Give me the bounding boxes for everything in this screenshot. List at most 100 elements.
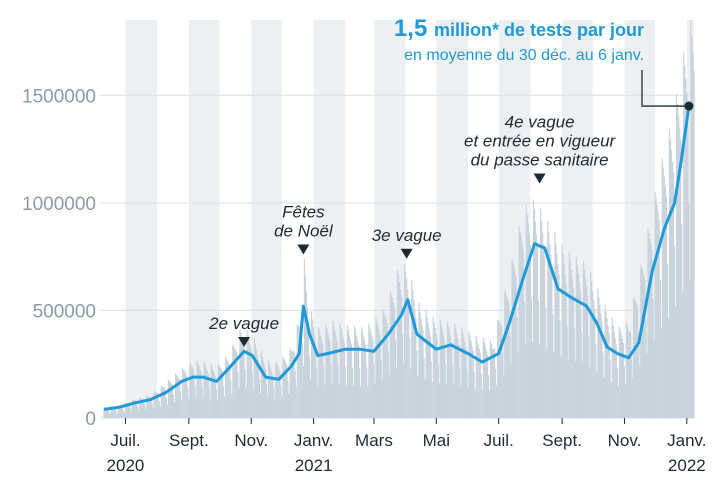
daily-bar (478, 348, 480, 418)
daily-bar (363, 336, 365, 418)
daily-bar (209, 399, 211, 418)
daily-bar (441, 330, 444, 418)
x-tick-label: Janv. (667, 431, 706, 450)
daily-bar (568, 252, 570, 418)
daily-bar (335, 336, 337, 418)
daily-bar (164, 389, 166, 418)
daily-bar (499, 322, 501, 418)
daily-bar (658, 220, 660, 418)
daily-bar (536, 246, 539, 418)
daily-bar (425, 310, 427, 418)
annotation-marker (297, 244, 310, 255)
moving-average-layer (103, 105, 691, 411)
daily-bar (683, 52, 685, 418)
daily-bar (215, 389, 218, 418)
daily-bar (354, 330, 357, 418)
daily-bar (475, 335, 477, 418)
daily-bar (558, 274, 560, 418)
daily-bar (594, 308, 596, 418)
daily-bar (616, 368, 618, 418)
daily-bar (633, 297, 635, 418)
daily-bar (674, 306, 677, 418)
daily-bar (239, 329, 241, 418)
daily-bar (556, 253, 558, 418)
daily-bar (159, 406, 161, 418)
daily-bar (206, 370, 208, 418)
daily-bar (373, 363, 375, 418)
daily-bar (565, 283, 567, 418)
daily-bar (278, 368, 280, 418)
daily-bar (454, 323, 456, 418)
daily-bar (365, 344, 367, 418)
daily-bar (113, 407, 115, 418)
daily-bar (595, 344, 597, 418)
daily-bar (504, 290, 506, 418)
daily-bar (379, 334, 381, 418)
daily-bar (560, 356, 562, 418)
daily-bar (106, 408, 108, 418)
daily-bar (103, 407, 105, 418)
daily-bar (470, 341, 472, 418)
daily-bar (308, 356, 311, 418)
daily-bar (380, 359, 382, 418)
daily-bar (175, 375, 178, 418)
daily-bar (309, 379, 312, 418)
daily-bar (186, 375, 188, 418)
daily-bar (225, 356, 227, 418)
daily-bar (259, 394, 262, 418)
annotation-marker (400, 248, 413, 259)
daily-bar (589, 366, 591, 418)
daily-bar (661, 158, 663, 418)
daily-bar (515, 275, 517, 418)
daily-bar (436, 339, 438, 418)
daily-bar (149, 397, 151, 418)
daily-bar (506, 295, 508, 418)
daily-bar (351, 367, 354, 418)
daily-bar (409, 338, 411, 418)
daily-bar (592, 290, 594, 418)
daily-bar (610, 382, 612, 418)
daily-bar (569, 261, 571, 418)
daily-bar (669, 139, 672, 419)
daily-bar (388, 374, 390, 418)
daily-bar (586, 286, 588, 418)
daily-bar (562, 253, 564, 418)
daily-bar (424, 380, 426, 418)
daily-bar (657, 212, 659, 418)
daily-bar (624, 384, 627, 418)
daily-bar (118, 405, 120, 418)
daily-bar (223, 385, 225, 418)
daily-bar (601, 321, 603, 418)
daily-bar (519, 231, 521, 418)
daily-bar (654, 191, 656, 418)
daily-bar (537, 301, 540, 418)
daily-bar (395, 367, 398, 418)
annotation-text: du passe sanitaire (471, 151, 609, 170)
daily-bar (693, 70, 695, 418)
x-tick-label: Sept. (169, 431, 209, 450)
daily-bar (342, 337, 344, 418)
daily-bar (315, 341, 317, 418)
daily-bar (570, 269, 572, 418)
daily-bar (452, 365, 454, 418)
daily-bar (362, 331, 364, 418)
daily-bar (290, 350, 292, 418)
daily-bar (505, 293, 507, 418)
daily-bar (567, 359, 569, 418)
daily-bar (483, 342, 485, 418)
daily-bar (632, 377, 634, 418)
daily-bar (410, 368, 412, 418)
daily-bar (296, 324, 298, 418)
daily-bar (256, 354, 258, 418)
daily-bar (110, 406, 112, 418)
daily-bar (548, 232, 550, 418)
daily-bar (147, 396, 149, 418)
daily-bar (217, 364, 220, 418)
daily-bar (387, 350, 389, 418)
daily-bar (162, 387, 164, 418)
daily-bar (403, 364, 405, 418)
y-tick-label: 1000000 (22, 194, 96, 215)
daily-bar (224, 396, 226, 418)
daily-bar (412, 289, 414, 418)
daily-bar (563, 264, 565, 418)
